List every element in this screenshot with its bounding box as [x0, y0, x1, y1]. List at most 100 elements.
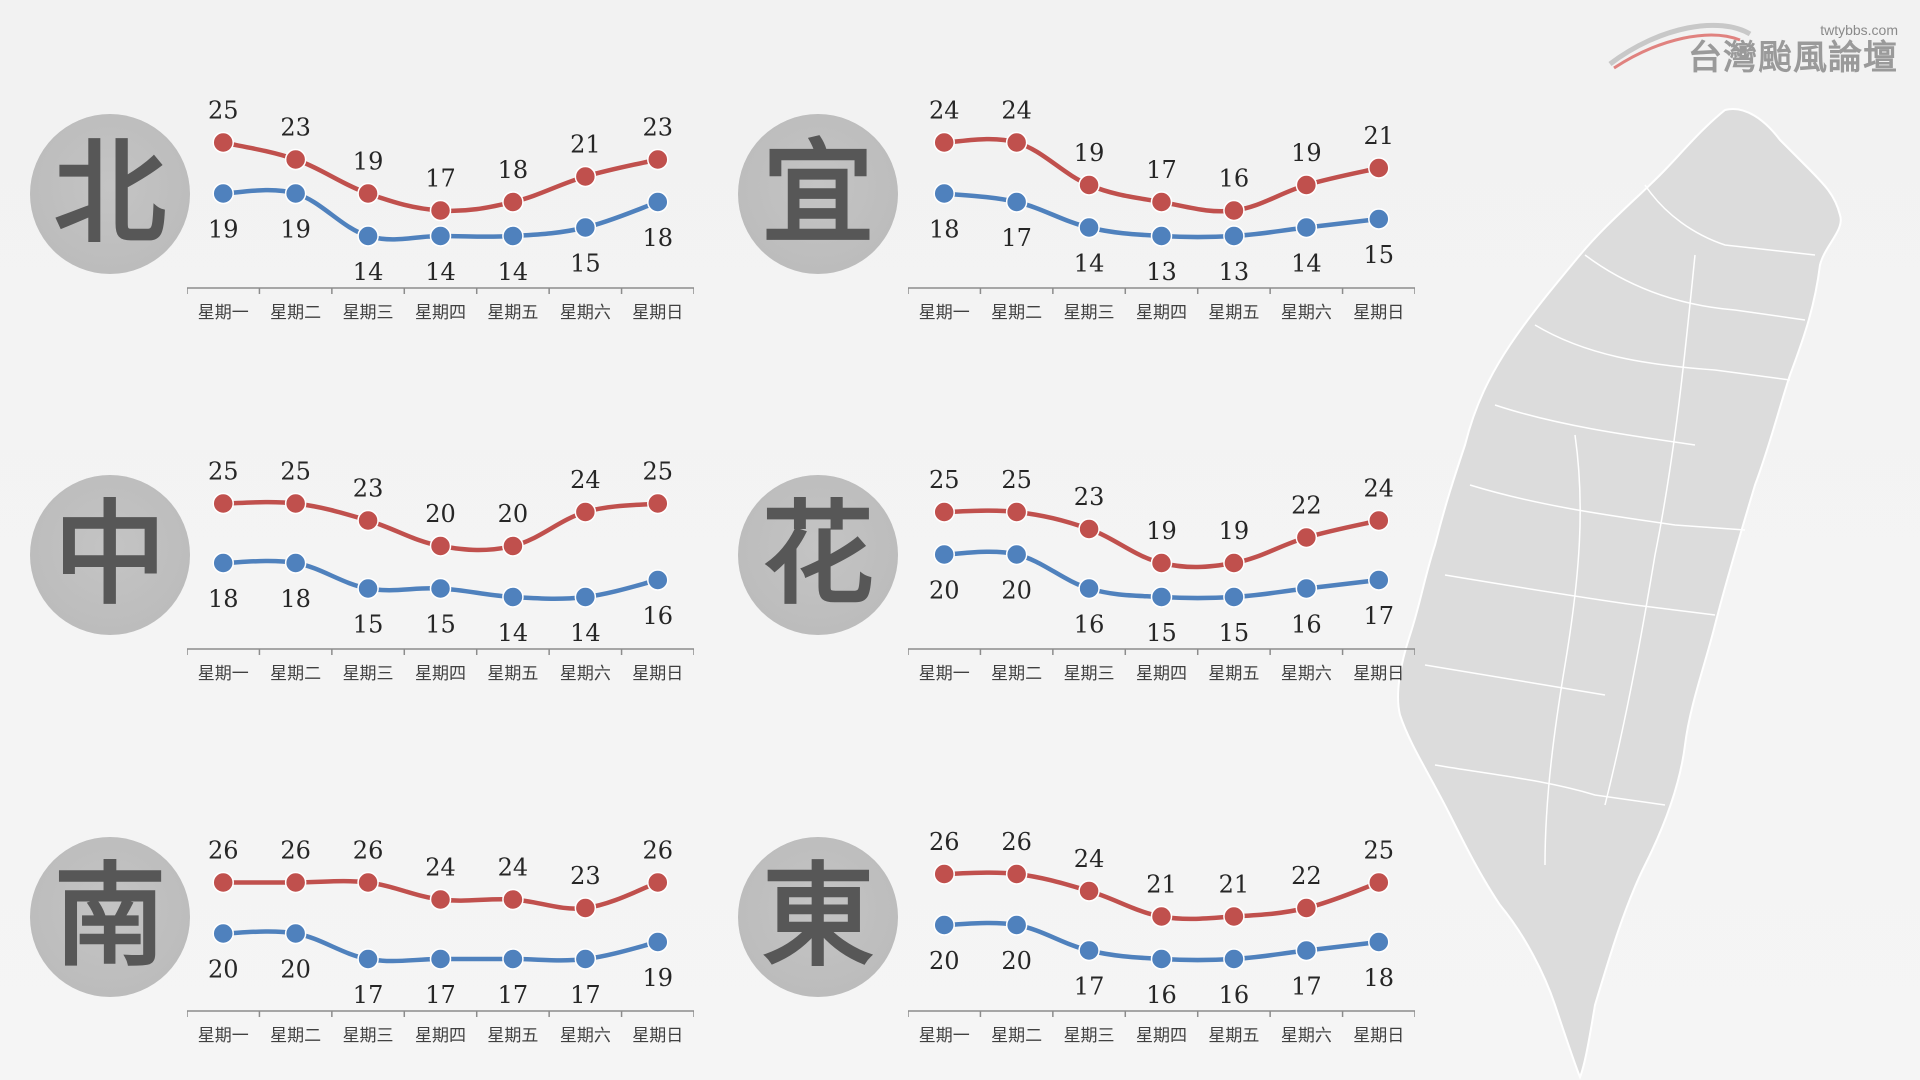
x-tick-label: 星期二	[270, 1026, 321, 1046]
data-point-high	[212, 492, 234, 515]
data-label-low: 15	[1219, 619, 1250, 647]
data-point-low	[284, 182, 307, 205]
data-label-high: 19	[353, 148, 384, 176]
data-point-high	[1295, 526, 1318, 549]
data-point-low	[574, 948, 597, 970]
data-point-low	[1078, 939, 1100, 962]
x-tick-label: 星期二	[991, 664, 1042, 684]
x-tick-label: 星期五	[487, 1026, 538, 1046]
brand-logo-swoosh	[1608, 22, 1752, 70]
x-tick-label: 星期六	[1281, 1026, 1332, 1046]
data-point-low	[1368, 208, 1390, 230]
data-label-high: 26	[280, 837, 311, 865]
data-point-high	[212, 871, 234, 894]
data-label-high: 24	[425, 854, 456, 882]
data-label-low: 19	[208, 216, 239, 244]
x-tick-label: 星期日	[1353, 1026, 1404, 1046]
data-label-high: 20	[498, 500, 529, 528]
data-label-high: 26	[353, 837, 384, 865]
data-label-high: 21	[1146, 871, 1177, 899]
data-point-high	[1150, 905, 1173, 928]
x-tick-label: 星期四	[415, 1026, 466, 1046]
data-point-low	[1368, 569, 1390, 591]
data-label-low: 17	[1074, 973, 1105, 1001]
data-label-high: 23	[643, 114, 674, 142]
x-tick-label: 星期日	[1353, 303, 1404, 323]
data-label-high: 18	[498, 156, 529, 184]
x-tick-label: 星期四	[1136, 1026, 1187, 1046]
data-label-high: 24	[1074, 845, 1105, 873]
data-label-low: 15	[425, 611, 456, 639]
x-tick-label: 星期三	[1064, 303, 1115, 323]
data-point-high	[284, 148, 307, 171]
data-point-high	[212, 131, 234, 154]
data-point-high	[1150, 552, 1173, 574]
data-label-low: 15	[353, 611, 384, 639]
data-point-high	[357, 871, 379, 894]
x-tick-label: 星期一	[198, 1026, 249, 1046]
data-label-high: 26	[208, 837, 239, 865]
region-label: 北	[54, 129, 166, 259]
data-point-high	[574, 165, 597, 188]
data-point-low	[429, 225, 452, 247]
data-point-low	[357, 225, 379, 247]
data-point-low	[212, 182, 234, 205]
data-point-high	[574, 897, 597, 919]
data-label-high: 21	[1364, 122, 1395, 150]
data-point-high	[1078, 518, 1100, 540]
data-point-low	[1223, 586, 1245, 608]
region-badge-hualien: 花	[738, 475, 898, 635]
x-tick-label: 星期四	[1136, 664, 1187, 684]
data-label-high: 24	[929, 97, 960, 125]
data-point-low	[502, 225, 524, 247]
data-point-low	[212, 922, 234, 945]
x-tick-label: 星期三	[1064, 1026, 1115, 1046]
data-point-high	[429, 199, 452, 222]
data-label-low: 16	[1146, 981, 1177, 1009]
data-label-low: 17	[1291, 973, 1322, 1001]
data-label-high: 25	[208, 458, 239, 486]
data-label-high: 25	[1001, 466, 1032, 494]
x-tick-label: 星期日	[632, 1026, 683, 1046]
data-label-low: 14	[498, 258, 529, 286]
x-tick-label: 星期六	[560, 664, 611, 684]
x-tick-label: 星期四	[1136, 303, 1187, 323]
data-label-low: 19	[280, 216, 311, 244]
data-label-high: 22	[1291, 862, 1322, 890]
data-point-low	[1223, 948, 1245, 970]
data-point-high	[357, 182, 379, 205]
data-point-high	[647, 148, 669, 171]
data-label-high: 20	[425, 500, 456, 528]
chart-north: 星期一 星期二 星期三 星期四 星期五 星期六 星期日 25 23 19 17 18 21 23 19 19 1…	[187, 97, 694, 323]
data-label-high: 25	[929, 466, 960, 494]
data-point-high	[647, 492, 669, 515]
x-tick-label: 星期日	[632, 303, 683, 323]
x-tick-label: 星期二	[270, 303, 321, 323]
data-label-high: 24	[570, 466, 601, 494]
x-tick-label: 星期六	[1281, 303, 1332, 323]
data-label-high: 23	[1074, 483, 1105, 511]
data-point-high	[1005, 863, 1028, 885]
x-tick-label: 星期二	[270, 664, 321, 684]
data-point-low	[647, 569, 669, 591]
data-point-high	[1368, 509, 1390, 532]
data-point-high	[357, 509, 379, 532]
x-tick-label: 星期一	[919, 664, 970, 684]
region-badge-north: 北	[30, 114, 190, 274]
data-label-high: 17	[425, 165, 456, 193]
data-label-low: 18	[929, 216, 960, 244]
data-label-high: 26	[1001, 828, 1032, 856]
x-tick-label: 星期五	[1208, 1026, 1259, 1046]
data-label-low: 18	[1364, 964, 1395, 992]
x-tick-label: 星期二	[991, 1026, 1042, 1046]
region-label: 東	[762, 852, 874, 982]
data-label-low: 16	[643, 602, 674, 630]
data-label-high: 26	[929, 828, 960, 856]
data-label-high: 23	[570, 862, 601, 890]
data-point-high	[429, 535, 452, 557]
region-badge-east: 東	[738, 837, 898, 997]
x-tick-label: 星期一	[919, 1026, 970, 1046]
data-label-low: 14	[1291, 250, 1322, 278]
data-point-low	[1078, 216, 1100, 239]
data-point-low	[933, 182, 955, 205]
